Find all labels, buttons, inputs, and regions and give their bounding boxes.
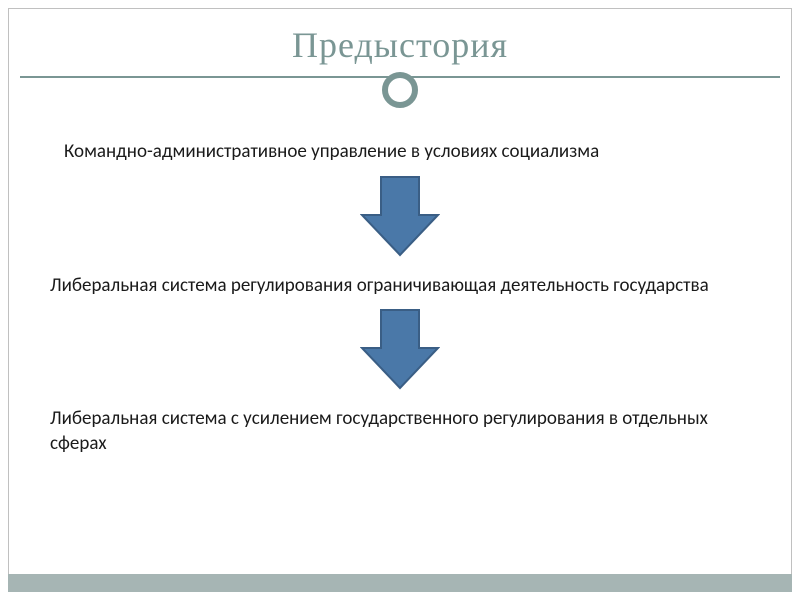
bottom-bar [8, 574, 792, 592]
circle-decoration-icon [382, 72, 418, 108]
